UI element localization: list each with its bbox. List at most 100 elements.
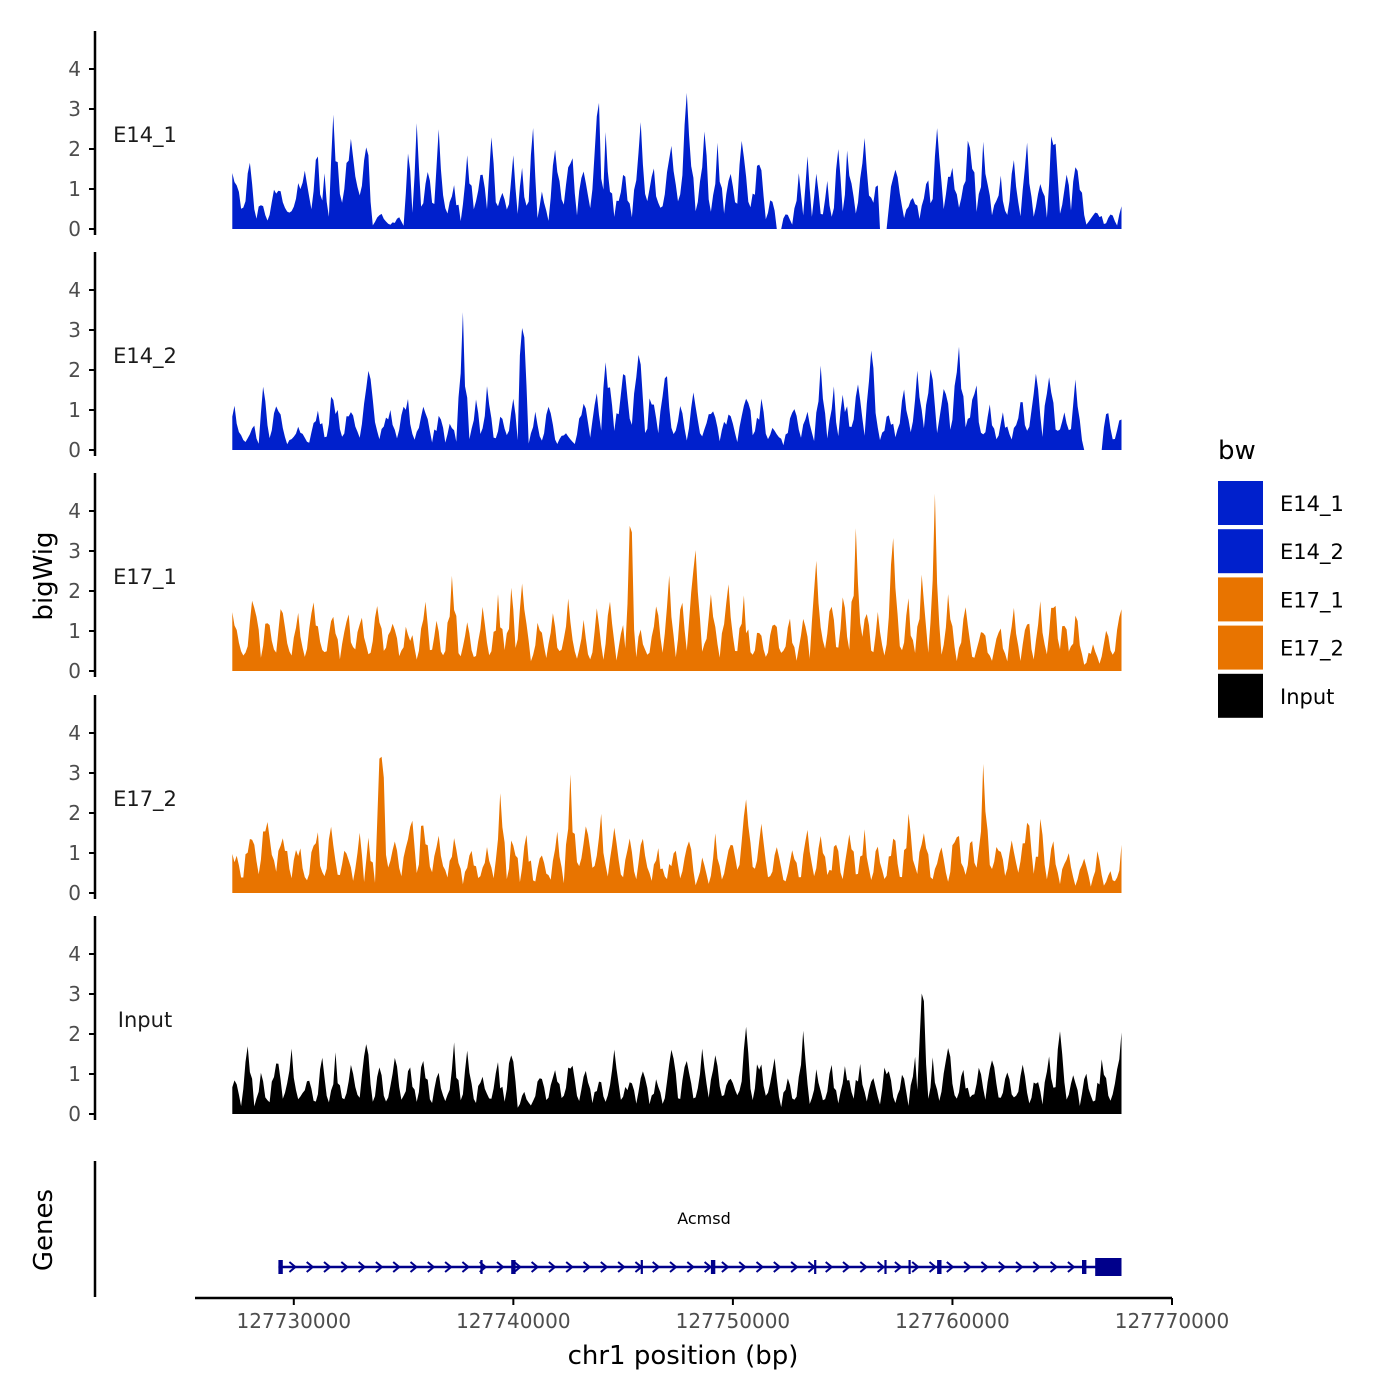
gene-strand-arrow (790, 1261, 799, 1273)
gene-strand-arrow (686, 1261, 695, 1273)
gene-strand-arrow (427, 1261, 436, 1273)
gene-name-label: Acmsd (677, 1209, 731, 1228)
gene-exon (480, 1260, 483, 1274)
gene-strand-arrow (963, 1261, 972, 1273)
y-tick-label-E17_2-4: 4 (68, 721, 81, 745)
legend-entries: E14_1 E14_2 E17_1 E17_2 Input (1218, 481, 1344, 718)
gene-strand-arrow (600, 1261, 609, 1273)
signal-area-E14_2 (232, 312, 1122, 450)
gene-strand-arrow (773, 1261, 782, 1273)
y-tick-label-E17_1-1: 1 (68, 619, 81, 643)
x-axis-title: chr1 position (bp) (568, 1341, 799, 1371)
gene-strand-arrow (392, 1261, 401, 1273)
legend-swatch-E17_2 (1218, 625, 1263, 670)
y-tick-label-Input-1: 1 (68, 1062, 81, 1086)
y-tick-label-Input-4: 4 (68, 942, 81, 966)
y-axis-title: bigWig (29, 531, 59, 620)
gene-strand-arrow (998, 1261, 1007, 1273)
gene-exon (640, 1260, 643, 1274)
legend-swatch-Input (1218, 673, 1263, 718)
y-tick-label-Input-0: 0 (68, 1102, 81, 1126)
gene-strand-arrow (876, 1261, 886, 1273)
y-tick-label-E17_2-3: 3 (68, 761, 81, 785)
x-axis: 127730000 127740000 127750000 127760000 1277… (195, 1296, 1229, 1371)
y-tick-label-E17_2-2: 2 (68, 801, 81, 825)
gene-exon (814, 1260, 817, 1274)
gene-exon (884, 1260, 887, 1274)
gene-model (278, 1258, 1122, 1276)
y-tick-label-Input-3: 3 (68, 982, 81, 1006)
gene-strand-arrow (894, 1261, 903, 1273)
y-tick-label-E17_1-3: 3 (68, 539, 81, 563)
y-tick-label-Input-2: 2 (68, 1022, 81, 1046)
y-tick-label-E17_1-2: 2 (68, 579, 81, 603)
gene-strand-arrow (825, 1261, 834, 1273)
gene-strand-arrow (911, 1261, 920, 1273)
gene-strand-arrow (721, 1261, 730, 1273)
gene-strand-arrow (617, 1261, 626, 1273)
y-tick-label-E17_1-0: 0 (68, 659, 81, 683)
gene-strand-arrow (513, 1261, 522, 1273)
track-label-E17_1: E17_1 (113, 565, 177, 590)
track-E14_1: 0 1 2 3 4 E14_1 (68, 31, 1122, 241)
gene-strand-arrow (357, 1261, 367, 1273)
gene-exon (511, 1260, 516, 1274)
legend-swatch-E14_2 (1218, 529, 1263, 574)
track-Input: 0 1 2 3 4 Input (68, 916, 1122, 1126)
gene-strand-arrow (1032, 1261, 1041, 1273)
gene-strand-arrow (1015, 1261, 1024, 1273)
gene-strand-arrow (444, 1261, 453, 1273)
gene-strand-arrow (755, 1261, 765, 1273)
track-E17_2: 0 1 2 3 4 E17_2 (68, 695, 1122, 905)
gene-strand-arrow (340, 1261, 349, 1273)
x-ticks: 127730000 127740000 127750000 127760000 1277… (237, 1298, 1229, 1333)
y-tick-label-E17_1-4: 4 (68, 499, 81, 523)
x-tick-label-127760000: 127760000 (895, 1309, 1010, 1333)
gene-strand-arrow (859, 1261, 868, 1273)
gene-track: Acmsd (93, 1161, 1122, 1297)
gene-strand-arrow (946, 1261, 955, 1273)
y-tick-label-E14_2-0: 0 (68, 438, 81, 462)
gene-strand-arrow (496, 1261, 505, 1273)
y-tick-label-E14_2-3: 3 (68, 318, 81, 342)
y-tick-label-E14_1-1: 1 (68, 177, 81, 201)
gene-strand-arrow (738, 1261, 747, 1273)
track-E17_1: 0 1 2 3 4 E17_1 (68, 473, 1122, 683)
y-tick-label-E14_2-4: 4 (68, 278, 81, 302)
gene-exon (1082, 1260, 1087, 1274)
track-label-E17_2: E17_2 (113, 787, 177, 812)
genes-axis-title: Genes (29, 1189, 59, 1271)
y-tick-label-E17_2-0: 0 (68, 881, 81, 905)
y-tick-label-E14_1-4: 4 (68, 57, 81, 81)
gene-strand-arrow (669, 1261, 678, 1273)
y-tick-label-E14_1-0: 0 (68, 217, 81, 241)
gene-strand-arrow (842, 1261, 851, 1273)
gene-strand-arrow (375, 1261, 384, 1273)
legend-label-E14_1: E14_1 (1280, 492, 1344, 517)
x-tick-label-127740000: 127740000 (456, 1309, 571, 1333)
signal-area-Input (232, 993, 1122, 1114)
y-tick-label-E17_2-1: 1 (68, 841, 81, 865)
bigwig-tracks: 0 1 2 3 4 E14_1 0 1 2 3 4 E14_2 0 1 2 3 4 E17_1 0 1 2 3 4 E17_2… (68, 31, 1122, 1126)
legend-label-E17_2: E17_2 (1280, 637, 1344, 662)
gene-strand-arrow (652, 1261, 661, 1273)
legend-swatch-E14_1 (1218, 481, 1263, 525)
legend-swatch-E17_1 (1218, 577, 1263, 622)
gene-exon (908, 1260, 911, 1274)
signal-area-E17_2 (232, 756, 1122, 893)
y-tick-label-E14_2-1: 1 (68, 398, 81, 422)
track-label-E14_1: E14_1 (113, 123, 177, 148)
gene-strand-arrow (928, 1261, 938, 1273)
legend-label-E14_2: E14_2 (1280, 540, 1344, 565)
track-E14_2: 0 1 2 3 4 E14_2 (68, 252, 1122, 462)
track-label-E14_2: E14_2 (113, 344, 177, 369)
legend-label-Input: Input (1280, 685, 1334, 709)
x-tick-label-127750000: 127750000 (676, 1309, 791, 1333)
gene-strand-arrow (703, 1261, 713, 1273)
gene-strand-arrow (1049, 1261, 1059, 1273)
gene-exon (1095, 1258, 1122, 1276)
signal-area-E17_1 (232, 493, 1122, 671)
gene-strand-arrow (980, 1261, 989, 1273)
gene-strand-arrow (1067, 1261, 1076, 1273)
